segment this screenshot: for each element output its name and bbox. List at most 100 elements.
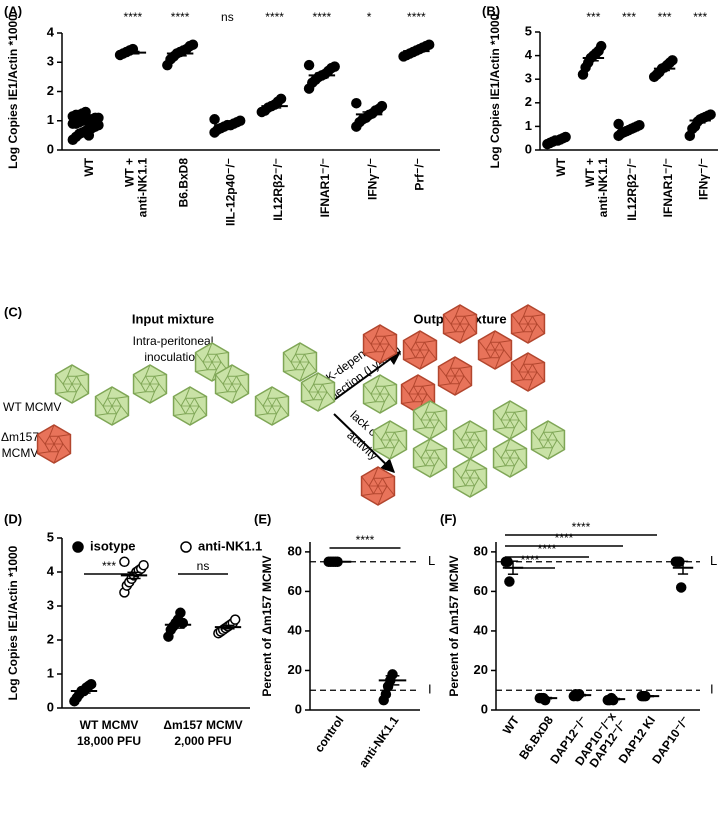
virus-edge bbox=[413, 427, 426, 430]
virus-edge bbox=[527, 379, 533, 392]
virus-edge bbox=[363, 384, 372, 395]
virus-edge bbox=[493, 410, 502, 421]
virus-edge bbox=[295, 342, 301, 355]
significance-label: *** bbox=[693, 10, 707, 24]
virus-edge bbox=[71, 383, 77, 392]
virus-edge bbox=[215, 374, 224, 385]
y-tick-label: 0 bbox=[525, 141, 532, 156]
virus-edge bbox=[429, 457, 435, 466]
virus-edge bbox=[547, 439, 553, 448]
virus-edge bbox=[49, 436, 55, 445]
input-title: Input mixture bbox=[132, 311, 214, 326]
mutant-label: MCMV bbox=[2, 446, 39, 460]
virus-edge bbox=[295, 361, 301, 370]
virus-edge bbox=[425, 438, 431, 451]
virus-edge bbox=[425, 457, 431, 466]
virus-edge bbox=[215, 391, 228, 394]
virus-edge bbox=[531, 430, 540, 441]
virus-edge bbox=[426, 393, 435, 404]
virus-edge bbox=[413, 374, 419, 387]
virus-edge bbox=[505, 438, 511, 451]
virus-edge bbox=[453, 430, 462, 441]
virus-edge bbox=[543, 420, 549, 433]
x-tick-label: anti-NK1.1 bbox=[596, 158, 610, 218]
virus-edge bbox=[107, 386, 113, 399]
virus-edge bbox=[389, 447, 395, 460]
legend-label: anti-NK1.1 bbox=[198, 538, 262, 553]
virus-edge bbox=[505, 400, 511, 413]
significance-label: **** bbox=[572, 520, 591, 534]
virus-edge bbox=[532, 362, 545, 365]
y-tick-label: 0 bbox=[47, 699, 54, 714]
y-tick-label: 3 bbox=[47, 597, 54, 612]
reference-label: L bbox=[428, 553, 435, 568]
x-tick-label: B6.BxD8 bbox=[176, 158, 190, 208]
y-axis-title: Percent of Δm157 MCMV bbox=[447, 555, 461, 696]
virus-edge bbox=[185, 405, 191, 414]
virus-edge bbox=[120, 405, 129, 416]
virus-edge bbox=[499, 340, 512, 343]
virus-edge bbox=[375, 324, 381, 337]
y-tick-label: 20 bbox=[474, 662, 488, 677]
virus-edge bbox=[80, 383, 89, 394]
virus-edge bbox=[413, 393, 419, 402]
data-point bbox=[234, 115, 246, 126]
virus-edge bbox=[469, 485, 475, 498]
virus-edge bbox=[276, 396, 289, 399]
virus-edge bbox=[413, 465, 426, 468]
arrow bbox=[333, 351, 402, 401]
virus bbox=[54, 364, 90, 404]
virus-edge bbox=[450, 375, 456, 384]
data-point bbox=[119, 556, 130, 568]
virus-edge bbox=[158, 383, 167, 394]
virus-edge bbox=[523, 364, 529, 373]
virus-edge bbox=[505, 412, 511, 421]
virus-edge bbox=[255, 413, 268, 416]
virus-edge bbox=[509, 457, 515, 466]
virus-edge bbox=[523, 352, 529, 365]
virus-edge bbox=[429, 427, 435, 440]
x-tick-label: anti-NK1.1 bbox=[356, 713, 402, 770]
significance-label: *** bbox=[622, 10, 636, 24]
virus bbox=[452, 458, 488, 498]
virus-edge bbox=[377, 478, 383, 487]
virus-edge bbox=[527, 364, 533, 373]
virus-edge bbox=[384, 334, 397, 337]
x-tick-label: 18,000 PFU bbox=[77, 734, 141, 748]
virus bbox=[372, 420, 408, 460]
panel-label: (A) bbox=[4, 3, 22, 18]
significance-label: **** bbox=[356, 533, 375, 547]
x-tick-label: WT bbox=[500, 713, 523, 737]
y-tick-label: 4 bbox=[47, 563, 55, 578]
virus-edge bbox=[149, 383, 155, 392]
virus-edge bbox=[474, 468, 487, 471]
virus-edge bbox=[527, 323, 533, 332]
virus-edge bbox=[375, 386, 381, 395]
virus-edge bbox=[377, 493, 383, 506]
virus-edge bbox=[509, 450, 515, 459]
virus-edge bbox=[511, 331, 524, 334]
virus-edge bbox=[231, 376, 237, 385]
virus bbox=[132, 364, 168, 404]
virus bbox=[402, 330, 438, 370]
virus-edge bbox=[207, 361, 213, 370]
virus-edge bbox=[299, 354, 305, 363]
virus-edge bbox=[401, 401, 414, 404]
virus bbox=[412, 400, 448, 440]
virus-edge bbox=[490, 330, 496, 343]
virus-edge bbox=[443, 314, 452, 325]
virus-edge bbox=[422, 384, 435, 387]
virus-edge bbox=[255, 396, 264, 407]
significance-label: **** bbox=[313, 10, 332, 24]
virus-edge bbox=[308, 361, 317, 372]
virus-edge bbox=[425, 419, 431, 428]
virus-edge bbox=[271, 405, 277, 414]
virus-edge bbox=[518, 457, 527, 468]
virus-edge bbox=[523, 316, 529, 325]
virus-edge bbox=[373, 478, 379, 487]
virus-edge bbox=[434, 448, 447, 451]
virus-edge bbox=[425, 450, 431, 459]
data-point bbox=[675, 582, 687, 593]
y-tick-label: 5 bbox=[525, 23, 532, 38]
